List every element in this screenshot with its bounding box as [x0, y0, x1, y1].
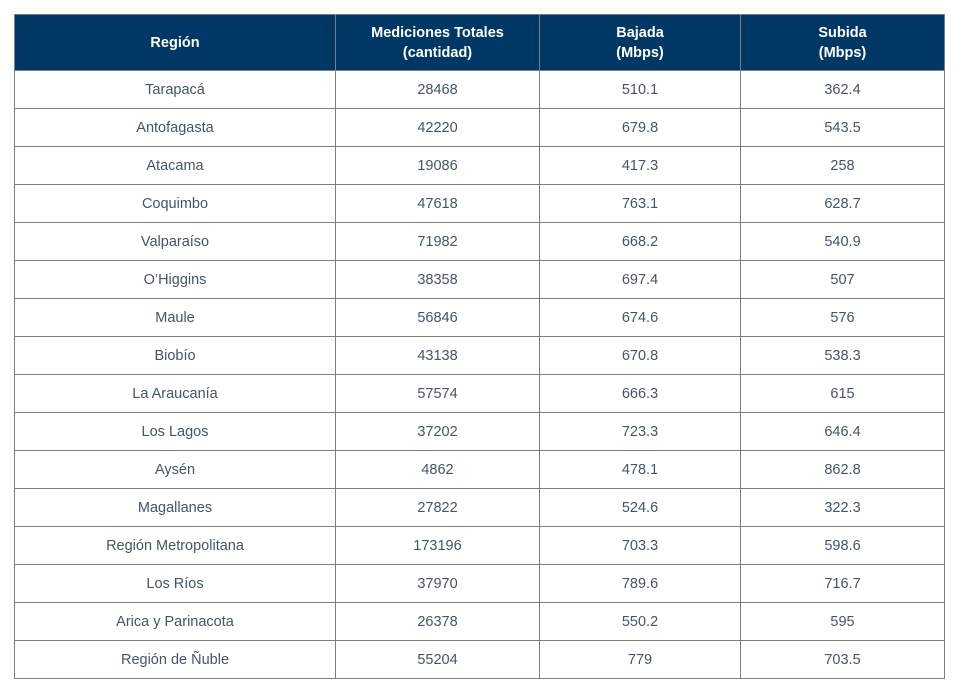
regions-speed-table: Región Mediciones Totales (cantidad) Baj… [14, 14, 945, 679]
table-header-row: Región Mediciones Totales (cantidad) Baj… [14, 14, 945, 71]
cell-subida: 362.4 [740, 70, 945, 109]
header-unit-mediciones: (cantidad) [402, 44, 473, 61]
table-row: Biobío 43138 670.8 538.3 [14, 336, 945, 375]
cell-region: Biobío [14, 336, 336, 375]
cell-region: La Araucanía [14, 374, 336, 413]
table-row: Antofagasta 42220 679.8 543.5 [14, 108, 945, 147]
cell-mediciones: 27822 [335, 488, 540, 527]
header-label-bajada: Bajada [616, 24, 664, 41]
cell-subida: 595 [740, 602, 945, 641]
cell-bajada: 697.4 [539, 260, 741, 299]
cell-subida: 540.9 [740, 222, 945, 261]
table-row: Los Ríos 37970 789.6 716.7 [14, 564, 945, 603]
cell-subida: 322.3 [740, 488, 945, 527]
cell-subida: 615 [740, 374, 945, 413]
cell-region: Antofagasta [14, 108, 336, 147]
table-row: Magallanes 27822 524.6 322.3 [14, 488, 945, 527]
table-row: Aysén 4862 478.1 862.8 [14, 450, 945, 489]
cell-bajada: 666.3 [539, 374, 741, 413]
cell-bajada: 789.6 [539, 564, 741, 603]
table-row: Coquimbo 47618 763.1 628.7 [14, 184, 945, 223]
cell-subida: 538.3 [740, 336, 945, 375]
cell-bajada: 550.2 [539, 602, 741, 641]
table-row: Los Lagos 37202 723.3 646.4 [14, 412, 945, 451]
cell-bajada: 417.3 [539, 146, 741, 185]
header-cell-region: Región [14, 14, 336, 71]
cell-mediciones: 56846 [335, 298, 540, 337]
cell-region: Magallanes [14, 488, 336, 527]
cell-region: Coquimbo [14, 184, 336, 223]
cell-region: Región Metropolitana [14, 526, 336, 565]
cell-mediciones: 43138 [335, 336, 540, 375]
header-label-mediciones: Mediciones Totales [371, 24, 504, 41]
header-unit-bajada: (Mbps) [616, 44, 664, 61]
cell-mediciones: 26378 [335, 602, 540, 641]
cell-bajada: 478.1 [539, 450, 741, 489]
cell-mediciones: 57574 [335, 374, 540, 413]
header-cell-mediciones: Mediciones Totales (cantidad) [335, 14, 540, 71]
cell-subida: 543.5 [740, 108, 945, 147]
header-cell-subida: Subida (Mbps) [740, 14, 945, 71]
cell-bajada: 510.1 [539, 70, 741, 109]
cell-bajada: 524.6 [539, 488, 741, 527]
header-unit-subida: (Mbps) [818, 44, 867, 61]
cell-mediciones: 4862 [335, 450, 540, 489]
table-row: O’Higgins 38358 697.4 507 [14, 260, 945, 299]
cell-bajada: 779 [539, 640, 741, 679]
table-row: Arica y Parinacota 26378 550.2 595 [14, 602, 945, 641]
cell-subida: 646.4 [740, 412, 945, 451]
cell-mediciones: 173196 [335, 526, 540, 565]
cell-mediciones: 55204 [335, 640, 540, 679]
table-row: Región de Ñuble 55204 779 703.5 [14, 640, 945, 679]
cell-region: Atacama [14, 146, 336, 185]
cell-subida: 703.5 [740, 640, 945, 679]
cell-subida: 628.7 [740, 184, 945, 223]
table-row: Maule 56846 674.6 576 [14, 298, 945, 337]
cell-region: Los Ríos [14, 564, 336, 603]
cell-region: Aysén [14, 450, 336, 489]
cell-bajada: 679.8 [539, 108, 741, 147]
cell-subida: 862.8 [740, 450, 945, 489]
cell-region: Tarapacá [14, 70, 336, 109]
cell-bajada: 670.8 [539, 336, 741, 375]
header-cell-bajada: Bajada (Mbps) [539, 14, 741, 71]
cell-subida: 507 [740, 260, 945, 299]
cell-mediciones: 42220 [335, 108, 540, 147]
header-label-subida: Subida [818, 24, 867, 41]
table-row: Valparaíso 71982 668.2 540.9 [14, 222, 945, 261]
table-row: La Araucanía 57574 666.3 615 [14, 374, 945, 413]
cell-subida: 598.6 [740, 526, 945, 565]
table-row: Región Metropolitana 173196 703.3 598.6 [14, 526, 945, 565]
cell-mediciones: 19086 [335, 146, 540, 185]
cell-bajada: 674.6 [539, 298, 741, 337]
cell-mediciones: 28468 [335, 70, 540, 109]
cell-mediciones: 47618 [335, 184, 540, 223]
cell-mediciones: 37202 [335, 412, 540, 451]
cell-region: Maule [14, 298, 336, 337]
cell-bajada: 763.1 [539, 184, 741, 223]
table-row: Atacama 19086 417.3 258 [14, 146, 945, 185]
cell-subida: 576 [740, 298, 945, 337]
cell-mediciones: 38358 [335, 260, 540, 299]
cell-mediciones: 71982 [335, 222, 540, 261]
cell-bajada: 668.2 [539, 222, 741, 261]
cell-subida: 258 [740, 146, 945, 185]
cell-region: Valparaíso [14, 222, 336, 261]
table-row: Tarapacá 28468 510.1 362.4 [14, 70, 945, 109]
cell-region: Región de Ñuble [14, 640, 336, 679]
header-label-region: Región [150, 34, 200, 51]
cell-subida: 716.7 [740, 564, 945, 603]
cell-mediciones: 37970 [335, 564, 540, 603]
cell-region: Los Lagos [14, 412, 336, 451]
cell-bajada: 703.3 [539, 526, 741, 565]
cell-region: O’Higgins [14, 260, 336, 299]
cell-region: Arica y Parinacota [14, 602, 336, 641]
cell-bajada: 723.3 [539, 412, 741, 451]
